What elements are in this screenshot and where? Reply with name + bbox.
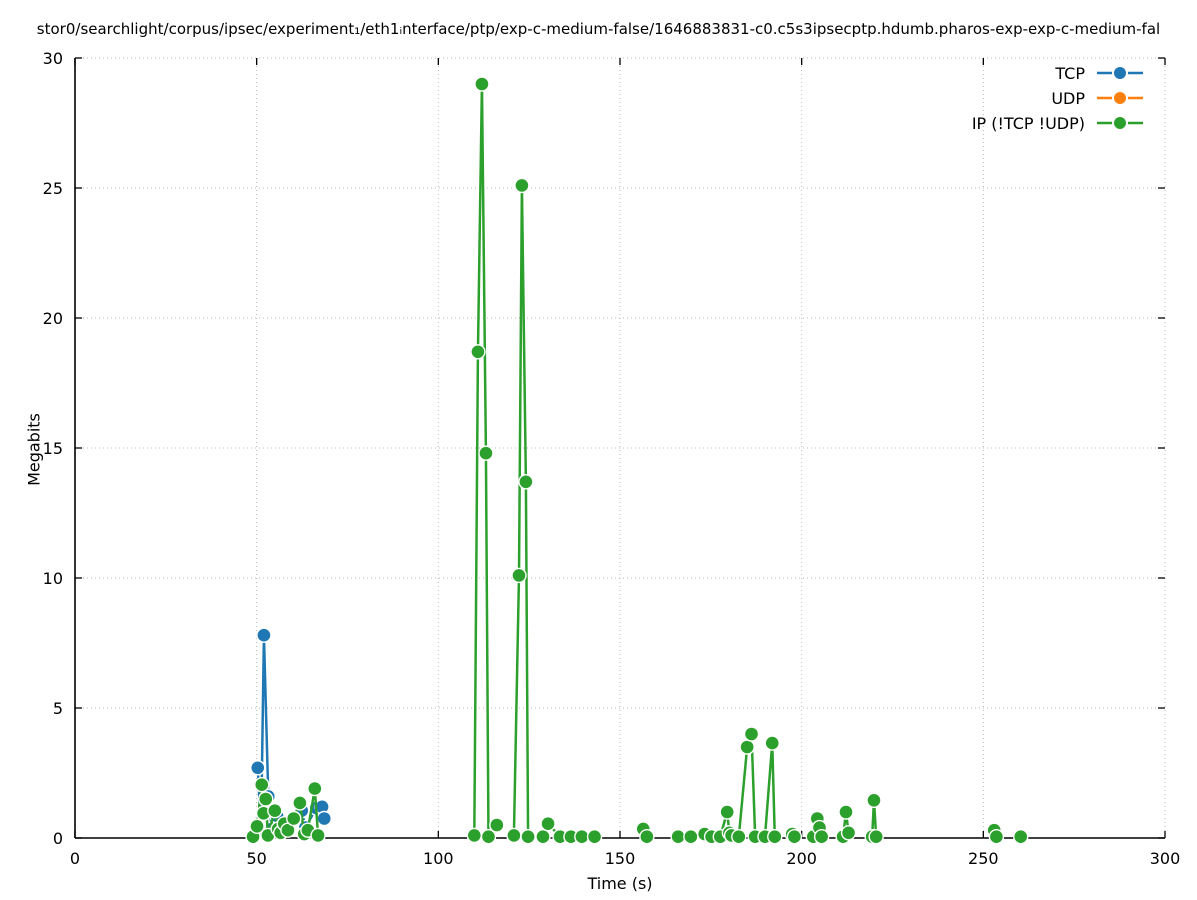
data-point [292,795,308,811]
y-tick-label: 30 [43,49,63,68]
legend-marker [1112,115,1128,131]
data-point [316,810,332,827]
data-point [739,739,755,755]
legend-marker [1112,65,1128,81]
data-point [307,780,323,797]
data-point [474,76,490,92]
data-series [245,76,1029,845]
y-axis-label: Megabits [24,413,44,486]
legend-marker [1112,90,1128,106]
data-point [540,816,556,832]
x-tick-label: 150 [605,849,636,868]
data-point [764,735,780,751]
data-point [1013,829,1029,845]
data-point [535,829,551,845]
data-point [480,829,497,845]
legend-label: IP (!TCP !UDP) [972,114,1085,133]
data-point [683,829,699,845]
chart-title: stor0/searchlight/corpus/ipsec/experimen… [36,20,1161,38]
data-point [838,804,854,820]
y-tick-label: 15 [43,439,63,458]
series-line [512,185,595,838]
data-point [840,825,857,841]
legend-label: TCP [1054,64,1085,83]
legend-item-udp: UDP [1051,89,1143,108]
data-point [731,829,747,845]
data-point [511,567,527,584]
x-tick-label: 300 [1150,849,1181,868]
data-point [470,344,486,360]
data-point [466,827,483,844]
axes: 0 50 100 150 200 250 300 0 5 10 15 20 25 30 [43,49,1181,868]
data-point [813,829,830,845]
y-tick-label: 10 [43,569,63,588]
series-ip-tcp-udp- [245,76,1029,845]
data-point [249,818,265,834]
data-point [258,791,274,807]
data-point [639,829,655,845]
legend-label: UDP [1051,89,1085,108]
data-point [254,777,270,793]
y-tick-label: 25 [43,179,63,198]
data-point [743,726,760,742]
y-tick-label: 5 [53,699,63,718]
data-point [866,792,882,808]
data-point [310,827,326,844]
data-point [256,627,272,643]
data-point [489,817,505,833]
legend-item-ip-tcp-udp-: IP (!TCP !UDP) [972,114,1143,133]
x-tick-label: 100 [423,849,454,868]
x-axis-label: Time (s) [587,874,653,893]
y-tick-label: 20 [43,309,63,328]
data-point [478,445,494,461]
data-point [286,810,302,827]
data-point [868,829,884,845]
data-point [574,829,590,845]
data-point [719,804,735,820]
data-point [786,829,803,845]
data-point [988,829,1005,845]
gridlines [74,57,1166,839]
x-tick-label: 0 [70,849,80,868]
y-tick-label: 0 [53,829,63,848]
data-point [506,827,522,844]
x-tick-label: 250 [968,849,999,868]
series-line [678,733,777,839]
data-point [520,829,536,845]
data-point [267,803,283,819]
data-point [518,474,534,490]
x-tick-label: 200 [786,849,817,868]
x-tick-label: 50 [246,849,266,868]
data-point [586,829,603,845]
data-point [670,829,686,845]
legend: TCP UDP IP (!TCP !UDP) [972,64,1143,133]
data-point [250,760,266,776]
data-point [767,829,783,845]
data-point [514,177,530,194]
legend-item-tcp: TCP [1054,64,1143,83]
